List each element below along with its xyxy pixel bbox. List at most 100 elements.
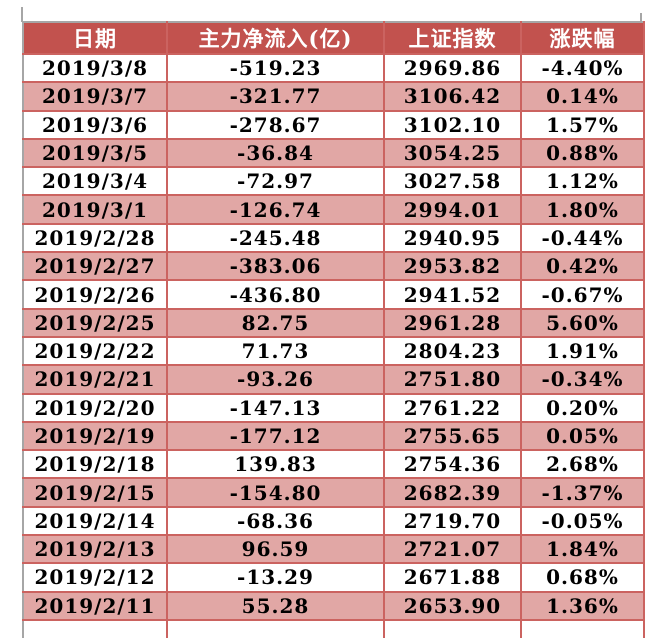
cell-change[interactable]: -0.05% (521, 507, 644, 535)
cell-index[interactable]: 2941.52 (384, 280, 521, 308)
cell-change[interactable]: 0.68% (521, 563, 644, 591)
cell-net-inflow[interactable]: -321.77 (167, 82, 384, 110)
cell-date[interactable]: 2019/2/21 (23, 365, 167, 393)
cell-change[interactable]: 0.20% (521, 394, 644, 422)
cell-index[interactable]: 2653.90 (384, 592, 521, 620)
cell-index[interactable]: 2721.07 (384, 535, 521, 563)
cell-net-inflow[interactable]: -436.80 (167, 280, 384, 308)
cell-index[interactable]: 2719.70 (384, 507, 521, 535)
cell-date[interactable]: 2019/3/4 (23, 167, 167, 195)
cell-net-inflow[interactable]: -177.12 (167, 422, 384, 450)
cell-date[interactable]: 2019/2/27 (23, 252, 167, 280)
cell-change[interactable]: -1.37% (521, 478, 644, 506)
cell-change[interactable]: 1.84% (521, 535, 644, 563)
cell-date[interactable]: 2019/3/7 (23, 82, 167, 110)
cell-change[interactable]: 0.05% (521, 422, 644, 450)
cell-change[interactable]: 1.12% (521, 167, 644, 195)
cell-net-inflow[interactable]: 96.59 (167, 535, 384, 563)
cell-date[interactable]: 2019/2/12 (23, 563, 167, 591)
cell-index[interactable]: 2969.86 (384, 54, 521, 82)
cell-change[interactable]: 5.60% (521, 309, 644, 337)
cell-net-inflow[interactable]: 82.75 (167, 309, 384, 337)
cell-change[interactable]: -4.40% (521, 54, 644, 82)
cell-date[interactable]: 2019/2/18 (23, 450, 167, 478)
cell-net-inflow[interactable]: -126.74 (167, 195, 384, 223)
cell-index[interactable]: 2761.22 (384, 394, 521, 422)
cell-index[interactable]: 2994.01 (384, 195, 521, 223)
cell-net-inflow[interactable]: -13.29 (167, 563, 384, 591)
cell-net-inflow[interactable]: -278.67 (167, 111, 384, 139)
column-header-date[interactable]: 日期 (23, 22, 167, 54)
cell-net-inflow[interactable]: 55.28 (167, 592, 384, 620)
cell-index[interactable]: 3054.25 (384, 139, 521, 167)
cell-change[interactable]: 1.36% (521, 592, 644, 620)
cell-date[interactable]: 2019/2/26 (23, 280, 167, 308)
cell-date[interactable]: 2019/2/13 (23, 535, 167, 563)
cell-change[interactable]: 0.88% (521, 139, 644, 167)
cell-net-inflow[interactable]: 71.73 (167, 337, 384, 365)
cell-change[interactable]: -0.44% (521, 224, 644, 252)
cell-net-inflow[interactable]: -72.97 (167, 167, 384, 195)
cell-date[interactable]: 2019/2/11 (23, 592, 167, 620)
cell-index[interactable]: 3027.58 (384, 167, 521, 195)
cell-change[interactable]: 1.80% (521, 195, 644, 223)
column-header-change[interactable]: 涨跌幅 (521, 22, 644, 54)
column-header-index[interactable]: 上证指数 (384, 22, 521, 54)
cell-date[interactable]: 2019/3/5 (23, 139, 167, 167)
cell-change[interactable]: 1.57% (521, 111, 644, 139)
cell-date[interactable]: 2019/3/1 (23, 195, 167, 223)
cell-index[interactable]: 2671.88 (384, 563, 521, 591)
cell-index[interactable]: 2751.80 (384, 365, 521, 393)
cell-net-inflow[interactable]: -147.13 (167, 394, 384, 422)
cell-net-inflow[interactable]: -154.80 (167, 478, 384, 506)
cell-change[interactable]: 0.42% (521, 252, 644, 280)
cell-net-inflow[interactable]: -36.84 (167, 139, 384, 167)
cell-net-inflow[interactable]: -245.48 (167, 224, 384, 252)
cell-change[interactable]: -0.34% (521, 365, 644, 393)
column-header-net-inflow[interactable]: 主力净流入(亿) (167, 22, 384, 54)
cell-net-inflow[interactable]: -519.23 (167, 54, 384, 82)
cell-date[interactable]: 2019/2/28 (23, 224, 167, 252)
cell-index[interactable]: 2961.28 (384, 309, 521, 337)
cell-date[interactable]: 2019/3/8 (23, 54, 167, 82)
cell-index[interactable]: 2755.65 (384, 422, 521, 450)
cell-index[interactable]: 2754.36 (384, 450, 521, 478)
cell-change[interactable]: 0.14% (521, 82, 644, 110)
cell-net-inflow[interactable]: -68.36 (167, 507, 384, 535)
cell-index[interactable]: 2953.82 (384, 252, 521, 280)
cell-date[interactable]: 2019/2/25 (23, 309, 167, 337)
cell-date[interactable]: 2019/2/15 (23, 478, 167, 506)
cell-index[interactable]: 2804.23 (384, 337, 521, 365)
cell-net-inflow[interactable]: -383.06 (167, 252, 384, 280)
cell-date[interactable]: 2019/2/20 (23, 394, 167, 422)
cell-index[interactable]: 2682.39 (384, 478, 521, 506)
cell-index[interactable]: 3106.42 (384, 82, 521, 110)
cell-change[interactable]: 1.91% (521, 337, 644, 365)
cell-index[interactable]: 3102.10 (384, 111, 521, 139)
cell-change[interactable]: -0.67% (521, 280, 644, 308)
cell-date[interactable]: 2019/2/14 (23, 507, 167, 535)
cell-date[interactable]: 2019/3/6 (23, 111, 167, 139)
gridline-stub-left (21, 7, 23, 22)
cell-net-inflow[interactable]: -93.26 (167, 365, 384, 393)
cell-net-inflow[interactable]: 139.83 (167, 450, 384, 478)
empty-cell (167, 620, 384, 638)
cell-change[interactable]: 2.68% (521, 450, 644, 478)
cell-date[interactable]: 2019/2/19 (23, 422, 167, 450)
cell-index[interactable]: 2940.95 (384, 224, 521, 252)
empty-cell (384, 620, 521, 638)
cell-date[interactable]: 2019/2/22 (23, 337, 167, 365)
